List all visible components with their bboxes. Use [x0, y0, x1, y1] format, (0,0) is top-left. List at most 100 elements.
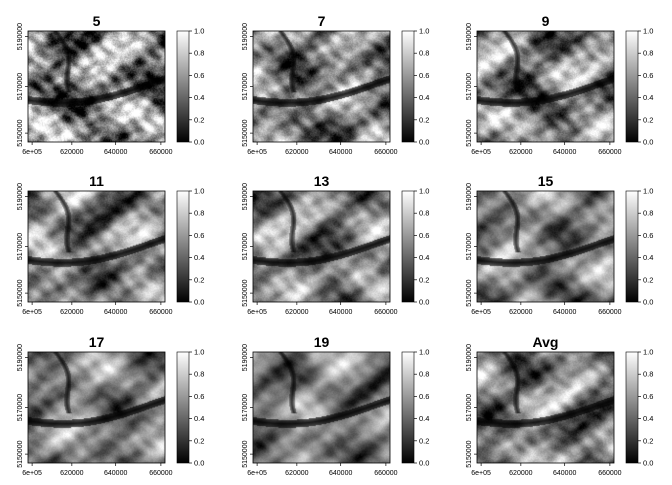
panel-title: 5 — [93, 13, 101, 29]
raster-image — [477, 31, 614, 142]
legend-tick-label: 1.0 — [194, 187, 204, 196]
legend-tick-label: 1.0 — [643, 27, 653, 36]
legend-tick-label: 0.4 — [419, 93, 429, 102]
legend-tick-label: 0.6 — [194, 231, 204, 240]
x-tick-label: 660000 — [374, 149, 397, 156]
legend-tick-label: 0.8 — [643, 370, 653, 379]
x-tick-label: 620000 — [509, 309, 532, 316]
legend-tick-label: 1.0 — [643, 348, 653, 357]
legend-tick-label: 0.0 — [419, 298, 429, 307]
y-tick-label: 5190000 — [17, 344, 24, 371]
x-tick-label: 660000 — [598, 470, 621, 477]
legend-colorbar — [176, 190, 190, 303]
legend-tick-label: 0.4 — [419, 414, 429, 423]
x-tick-label: 640000 — [553, 149, 576, 156]
x-tick-label: 620000 — [60, 149, 83, 156]
map-panel: 19 6e+05 620000 640000 660000 5150000 5170000 5… — [242, 334, 429, 477]
legend-tick-label: 0.0 — [419, 459, 429, 468]
raster-image — [28, 352, 165, 463]
legend-tick-label: 0.0 — [194, 459, 204, 468]
y-tick-label: 5190000 — [242, 344, 249, 371]
map-panel: 7 6e+05 620000 640000 660000 5150000 5170000 51… — [242, 13, 429, 156]
x-tick-label: 660000 — [374, 309, 397, 316]
x-tick-label: 620000 — [60, 309, 83, 316]
y-tick-label: 5170000 — [466, 394, 473, 421]
legend-tick-label: 0.6 — [643, 392, 653, 401]
x-tick-label: 620000 — [285, 470, 308, 477]
panel-title: 13 — [314, 173, 330, 189]
legend-tick-label: 0.8 — [643, 209, 653, 218]
x-tick-label: 640000 — [329, 309, 352, 316]
legend-tick-label: 1.0 — [643, 187, 653, 196]
legend-tick-label: 0.2 — [419, 275, 429, 284]
y-tick-label: 5170000 — [466, 73, 473, 100]
x-tick-label: 620000 — [509, 470, 532, 477]
x-tick-label: 660000 — [598, 309, 621, 316]
x-tick-label: 620000 — [285, 149, 308, 156]
legend-tick-label: 0.6 — [419, 231, 429, 240]
map-panel: 15 6e+05 620000 640000 660000 5150000 5170000 5… — [466, 173, 653, 316]
x-tick-label: 620000 — [60, 470, 83, 477]
legend-tick-label: 0.4 — [643, 253, 653, 262]
legend-tick-label: 0.0 — [194, 138, 204, 147]
y-tick-label: 5150000 — [242, 440, 249, 467]
legend-tick-label: 0.0 — [643, 138, 653, 147]
map-panel: 17 6e+05 620000 640000 660000 5150000 5170000 5… — [17, 334, 204, 477]
legend-tick-label: 0.8 — [419, 49, 429, 58]
y-tick-label: 5150000 — [17, 279, 24, 306]
legend-colorbar — [401, 351, 415, 464]
y-tick-label: 5150000 — [17, 119, 24, 146]
y-tick-label: 5190000 — [242, 183, 249, 210]
legend-tick-label: 0.4 — [194, 414, 204, 423]
legend-tick-label: 0.6 — [419, 392, 429, 401]
legend-tick-label: 0.4 — [643, 414, 653, 423]
legend-colorbar — [625, 351, 639, 464]
legend-tick-label: 0.8 — [194, 49, 204, 58]
y-tick-label: 5170000 — [242, 394, 249, 421]
panel-title: 11 — [89, 173, 104, 189]
x-tick-label: 660000 — [598, 149, 621, 156]
y-tick-label: 5150000 — [466, 279, 473, 306]
legend-colorbar — [625, 30, 639, 143]
x-tick-label: 640000 — [553, 470, 576, 477]
y-tick-label: 5190000 — [466, 344, 473, 371]
legend-colorbar — [401, 190, 415, 303]
x-tick-label: 6e+05 — [247, 309, 267, 316]
legend-tick-label: 0.2 — [194, 436, 204, 445]
y-tick-label: 5190000 — [466, 23, 473, 50]
x-tick-label: 660000 — [149, 309, 172, 316]
x-tick-label: 660000 — [374, 470, 397, 477]
y-tick-label: 5190000 — [466, 183, 473, 210]
legend-tick-label: 0.2 — [643, 436, 653, 445]
raster-image — [28, 31, 165, 142]
x-tick-label: 640000 — [104, 309, 127, 316]
y-tick-label: 5190000 — [17, 183, 24, 210]
x-tick-label: 660000 — [149, 149, 172, 156]
legend-tick-label: 1.0 — [194, 348, 204, 357]
raster-image — [253, 352, 390, 463]
raster-image — [477, 191, 614, 302]
y-tick-label: 5150000 — [466, 440, 473, 467]
legend-tick-label: 1.0 — [419, 187, 429, 196]
legend-tick-label: 0.6 — [419, 71, 429, 80]
legend-tick-label: 0.8 — [194, 209, 204, 218]
x-tick-label: 6e+05 — [471, 470, 491, 477]
legend-colorbar — [625, 190, 639, 303]
x-tick-label: 640000 — [329, 149, 352, 156]
legend-tick-label: 0.8 — [419, 370, 429, 379]
x-tick-label: 660000 — [149, 470, 172, 477]
legend-tick-label: 0.4 — [194, 253, 204, 262]
x-tick-label: 6e+05 — [22, 470, 42, 477]
legend-colorbar — [401, 30, 415, 143]
y-tick-label: 5150000 — [242, 279, 249, 306]
panel-title: 9 — [542, 13, 550, 29]
legend-tick-label: 0.6 — [194, 71, 204, 80]
map-panel: Avg 6e+05 620000 640000 660000 5150000 5170000… — [466, 334, 653, 477]
legend-tick-label: 1.0 — [419, 27, 429, 36]
legend-tick-label: 1.0 — [419, 348, 429, 357]
panel-title: 19 — [314, 334, 330, 350]
panel-title: Avg — [533, 334, 559, 350]
raster-image — [477, 352, 614, 463]
map-panel: 5 6e+05 620000 640000 660000 5150000 5170000 51… — [17, 13, 204, 156]
